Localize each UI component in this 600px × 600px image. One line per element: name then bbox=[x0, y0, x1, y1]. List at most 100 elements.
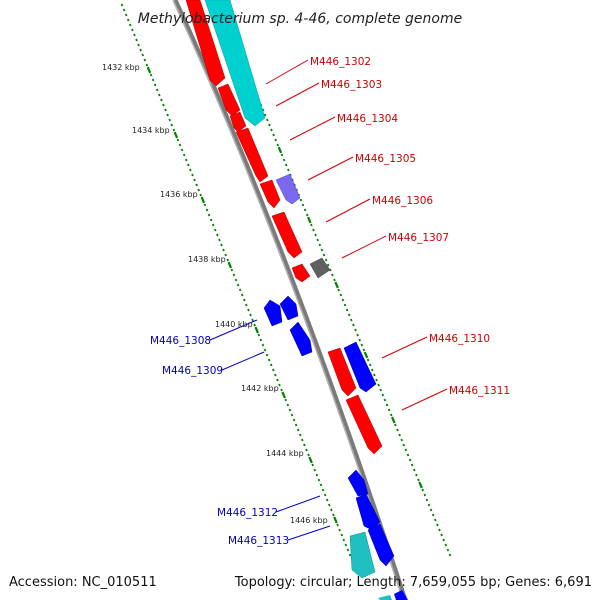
minor-tick bbox=[276, 378, 279, 382]
minor-tick bbox=[354, 328, 357, 332]
tick-label: 1446 kbp bbox=[290, 516, 328, 525]
minor-tick bbox=[226, 258, 229, 262]
gene-feature-red[interactable] bbox=[271, 211, 303, 259]
gene-label-M446_1308[interactable]: M446_1308 bbox=[150, 335, 211, 347]
minor-tick bbox=[153, 83, 157, 87]
gene-feature-blue[interactable] bbox=[343, 341, 377, 393]
minor-tick bbox=[243, 298, 246, 302]
minor-tick bbox=[301, 203, 305, 207]
minor-tick bbox=[402, 443, 406, 447]
minor-tick bbox=[356, 333, 359, 337]
minor-tick bbox=[344, 543, 348, 547]
gene-feature-red[interactable] bbox=[217, 83, 241, 117]
minor-tick bbox=[429, 508, 433, 512]
minor-tick bbox=[193, 178, 196, 182]
minor-tick bbox=[340, 533, 343, 537]
gene-feature-cyan[interactable] bbox=[378, 595, 392, 600]
minor-tick bbox=[158, 93, 161, 97]
gene-feature-red[interactable] bbox=[235, 127, 269, 183]
minor-tick bbox=[371, 368, 374, 372]
minor-tick bbox=[427, 503, 431, 507]
tick-label: 1432 kbp bbox=[102, 63, 140, 72]
minor-tick bbox=[389, 413, 393, 417]
minor-tick bbox=[261, 343, 265, 347]
minor-tick bbox=[413, 468, 416, 472]
minor-tick bbox=[253, 323, 256, 327]
minor-tick bbox=[251, 318, 254, 322]
gene-label-M446_1306[interactable]: M446_1306 bbox=[372, 195, 433, 207]
gene-label-M446_1309[interactable]: M446_1309 bbox=[162, 365, 223, 377]
gene-feature-blue[interactable] bbox=[289, 321, 313, 357]
gene-label-M446_1304[interactable]: M446_1304 bbox=[337, 113, 398, 125]
gene-feature-blue[interactable] bbox=[347, 469, 369, 497]
minor-tick bbox=[145, 63, 149, 67]
minor-tick bbox=[431, 513, 435, 517]
minor-tick bbox=[180, 148, 184, 152]
gene-label-M446_1305[interactable]: M446_1305 bbox=[355, 153, 416, 165]
minor-tick bbox=[133, 33, 136, 37]
minor-tick bbox=[292, 418, 296, 422]
gene-feature-blue[interactable] bbox=[367, 523, 395, 567]
minor-tick bbox=[288, 408, 292, 412]
gene-feature-red[interactable] bbox=[291, 263, 311, 283]
gene-label-M446_1303[interactable]: M446_1303 bbox=[321, 79, 382, 91]
minor-tick bbox=[303, 443, 306, 447]
minor-tick bbox=[189, 168, 192, 172]
major-tick bbox=[254, 326, 259, 334]
minor-tick bbox=[269, 363, 273, 367]
minor-tick bbox=[216, 233, 219, 237]
gene-feature-red[interactable] bbox=[327, 347, 357, 397]
major-tick bbox=[363, 351, 369, 359]
gene-feature-cyan[interactable] bbox=[349, 531, 376, 579]
gene-feature-red[interactable] bbox=[229, 111, 247, 133]
gene-label-M446_1307[interactable]: M446_1307 bbox=[388, 232, 449, 244]
minor-tick bbox=[272, 368, 275, 372]
minor-tick bbox=[352, 323, 355, 327]
gene-feature-purple[interactable] bbox=[275, 173, 301, 205]
gene-feature-gray[interactable] bbox=[309, 257, 331, 279]
minor-tick bbox=[187, 163, 190, 167]
minor-tick bbox=[274, 138, 277, 142]
minor-tick bbox=[448, 553, 452, 557]
gene-feature-blue[interactable] bbox=[279, 295, 299, 321]
gene-label-M446_1310[interactable]: M446_1310 bbox=[429, 333, 490, 345]
minor-tick bbox=[417, 478, 420, 482]
minor-tick bbox=[170, 123, 173, 127]
genome-summary-text: Topology: circular; Length: 7,659,055 bp… bbox=[234, 575, 592, 590]
reverse-gene-labels: M446_1308 M446_1309 M446_1312 M446_1313 bbox=[150, 335, 289, 547]
major-tick bbox=[391, 416, 396, 424]
minor-tick bbox=[305, 213, 309, 217]
minor-tick bbox=[318, 243, 322, 247]
gene-label-M446_1312[interactable]: M446_1312 bbox=[217, 507, 278, 519]
minor-tick bbox=[303, 208, 307, 212]
gene-feature-blue[interactable] bbox=[394, 590, 408, 600]
gene-label-M446_1313[interactable]: M446_1313 bbox=[228, 535, 289, 547]
gene-feature-red[interactable] bbox=[259, 179, 281, 209]
minor-tick bbox=[404, 448, 408, 452]
gene-feature-red[interactable] bbox=[185, 0, 226, 87]
minor-tick bbox=[122, 8, 126, 12]
minor-tick bbox=[326, 263, 330, 267]
minor-tick bbox=[286, 403, 290, 407]
tick-label: 1438 kbp bbox=[188, 255, 226, 264]
tick-label: 1440 kbp bbox=[215, 320, 253, 329]
minor-tick bbox=[245, 303, 248, 307]
minor-tick bbox=[341, 298, 345, 302]
tick-label: 1434 kbp bbox=[132, 126, 170, 135]
gene-feature-cyan[interactable] bbox=[204, 0, 266, 127]
minor-tick bbox=[394, 423, 397, 427]
minor-tick bbox=[434, 518, 437, 522]
minor-tick bbox=[425, 498, 429, 502]
gene-label-M446_1302[interactable]: M446_1302 bbox=[310, 56, 371, 68]
genome-backbone bbox=[172, 0, 408, 600]
gene-feature-red[interactable] bbox=[345, 394, 383, 455]
minor-tick bbox=[387, 408, 391, 412]
minor-tick bbox=[339, 293, 343, 297]
minor-tick bbox=[358, 338, 361, 342]
minor-tick bbox=[135, 38, 138, 42]
major-tick bbox=[308, 456, 313, 464]
gene-label-M446_1311[interactable]: M446_1311 bbox=[449, 385, 510, 397]
minor-tick bbox=[312, 228, 315, 232]
gene-feature-blue[interactable] bbox=[263, 299, 283, 327]
minor-tick bbox=[438, 528, 441, 532]
